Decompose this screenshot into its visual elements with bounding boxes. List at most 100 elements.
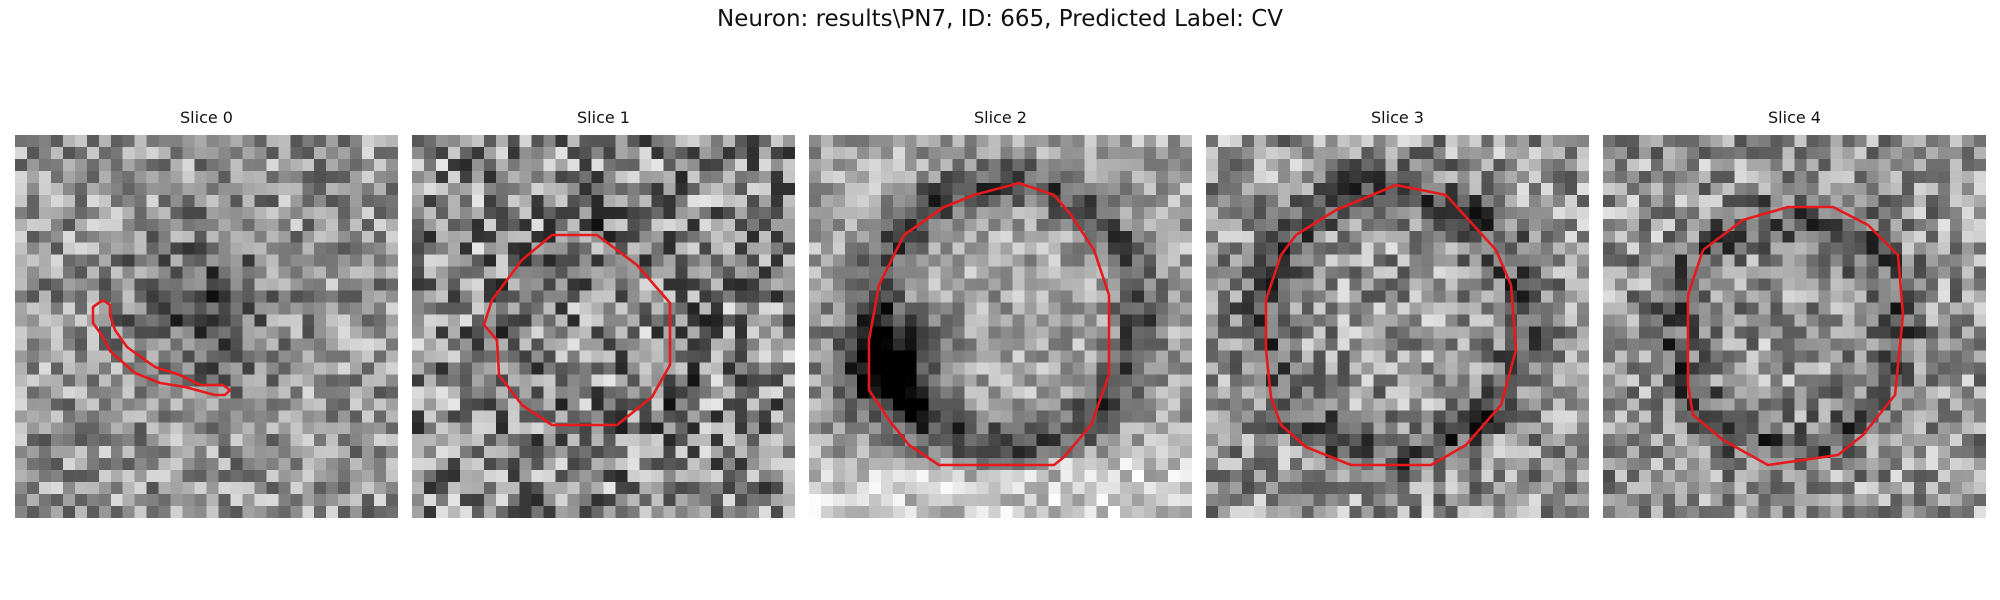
slice-pixel bbox=[1024, 194, 1038, 208]
slice-pixel bbox=[1782, 398, 1796, 411]
slice-pixel bbox=[1132, 302, 1145, 316]
slice-pixel bbox=[1674, 230, 1688, 244]
slice-pixel bbox=[699, 326, 712, 340]
slice-pixel bbox=[471, 146, 485, 160]
slice-pixel bbox=[362, 506, 375, 518]
slice-pixel bbox=[916, 470, 930, 483]
slice-pixel bbox=[158, 494, 172, 507]
slice-pixel bbox=[1469, 278, 1482, 292]
slice-pixel bbox=[483, 386, 497, 399]
slice-pixel bbox=[1553, 374, 1566, 387]
slice-pixel bbox=[1553, 434, 1566, 447]
slice-pixel bbox=[1614, 434, 1628, 447]
slice-pixel bbox=[1469, 458, 1482, 471]
slice-pixel bbox=[579, 482, 593, 495]
slice-pixel bbox=[122, 242, 136, 256]
slice-pixel bbox=[1914, 278, 1927, 292]
slice-pixel bbox=[1433, 470, 1446, 483]
slice-pixel bbox=[495, 182, 509, 196]
slice-pixel bbox=[1710, 158, 1724, 172]
slice-pixel bbox=[170, 170, 184, 184]
slice-pixel bbox=[976, 170, 990, 184]
slice-pixel bbox=[735, 470, 748, 483]
slice-pixel bbox=[1120, 194, 1133, 208]
slice-pixel bbox=[1265, 302, 1279, 316]
slice-pixel bbox=[302, 386, 315, 399]
slice-pixel bbox=[928, 242, 942, 256]
slice-pixel bbox=[507, 254, 521, 268]
slice-pixel bbox=[627, 386, 641, 399]
slice-pixel bbox=[1445, 422, 1458, 435]
slice-pixel bbox=[1782, 266, 1796, 280]
slice-pixel bbox=[495, 194, 509, 208]
slice-pixel bbox=[1108, 194, 1121, 208]
slice-pixel bbox=[1686, 326, 1700, 340]
slice-pixel bbox=[495, 338, 509, 352]
slice-pixel bbox=[1565, 314, 1578, 328]
slice-pixel bbox=[723, 158, 736, 172]
slice-pixel bbox=[904, 135, 918, 148]
slice-pixel bbox=[711, 135, 724, 148]
slice-pixel bbox=[856, 194, 870, 208]
slice-pixel bbox=[1553, 482, 1566, 495]
slice-pixel bbox=[1818, 218, 1832, 232]
slice-pixel bbox=[1180, 266, 1192, 280]
slice-pixel bbox=[15, 158, 28, 172]
slice-pixel bbox=[1902, 410, 1915, 423]
slice-pixel bbox=[15, 398, 28, 411]
slice-pixel bbox=[15, 146, 28, 160]
slice-pixel bbox=[1577, 146, 1589, 160]
slice-pixel bbox=[1722, 242, 1736, 256]
slice-pixel bbox=[856, 146, 870, 160]
slice-pixel bbox=[1818, 266, 1832, 280]
slice-pixel bbox=[1938, 266, 1951, 280]
slice-pixel bbox=[1770, 350, 1784, 364]
slice-pixel bbox=[1914, 182, 1927, 196]
slice-pixel bbox=[1168, 386, 1181, 399]
slice-pixel bbox=[158, 482, 172, 495]
slice-pixel bbox=[15, 194, 28, 208]
slice-pixel bbox=[1541, 314, 1554, 328]
slice-pixel bbox=[1565, 398, 1578, 411]
slice-pixel bbox=[1229, 278, 1243, 292]
slice-pixel bbox=[964, 386, 978, 399]
slice-pixel bbox=[1253, 506, 1267, 518]
slice-pixel bbox=[723, 146, 736, 160]
slice-pixel bbox=[1060, 290, 1073, 304]
slice-pixel bbox=[988, 434, 1002, 447]
slice-pixel bbox=[1818, 278, 1832, 292]
slice-pixel bbox=[1529, 434, 1542, 447]
slice-pixel bbox=[1603, 374, 1616, 387]
slice-pixel bbox=[723, 422, 736, 435]
slice-pixel bbox=[1144, 398, 1157, 411]
slice-pixel bbox=[110, 422, 124, 435]
slice-pixel bbox=[1120, 230, 1133, 244]
slice-pixel bbox=[687, 278, 700, 292]
slice-pixel bbox=[1481, 362, 1494, 375]
slice-pixel bbox=[1385, 398, 1399, 411]
slice-pixel bbox=[651, 266, 664, 280]
slice-pixel bbox=[1036, 506, 1049, 518]
slice-pixel bbox=[904, 302, 918, 316]
slice-pixel bbox=[519, 386, 533, 399]
slice-pixel bbox=[1349, 230, 1363, 244]
slice-pixel bbox=[110, 146, 124, 160]
slice-pixel bbox=[892, 158, 906, 172]
slice-pixel bbox=[74, 218, 88, 232]
slice-pixel bbox=[1120, 158, 1133, 172]
slice-pixel bbox=[1493, 422, 1506, 435]
slice-pixel bbox=[1361, 218, 1375, 232]
slice-pixel bbox=[1866, 266, 1879, 280]
slice-pixel bbox=[1156, 135, 1169, 148]
slice-pixel bbox=[771, 182, 784, 196]
slice-pixel bbox=[1180, 206, 1192, 220]
slice-pixel bbox=[771, 350, 784, 364]
slice-pixel bbox=[1926, 206, 1939, 220]
slice-pixel bbox=[1505, 386, 1518, 399]
slice-pixel bbox=[1433, 362, 1446, 375]
slice-pixel bbox=[435, 290, 449, 304]
slice-pixel bbox=[423, 362, 437, 375]
slice-pixel bbox=[1217, 254, 1231, 268]
slice-pixel bbox=[1854, 182, 1867, 196]
slice-pixel bbox=[783, 362, 795, 375]
